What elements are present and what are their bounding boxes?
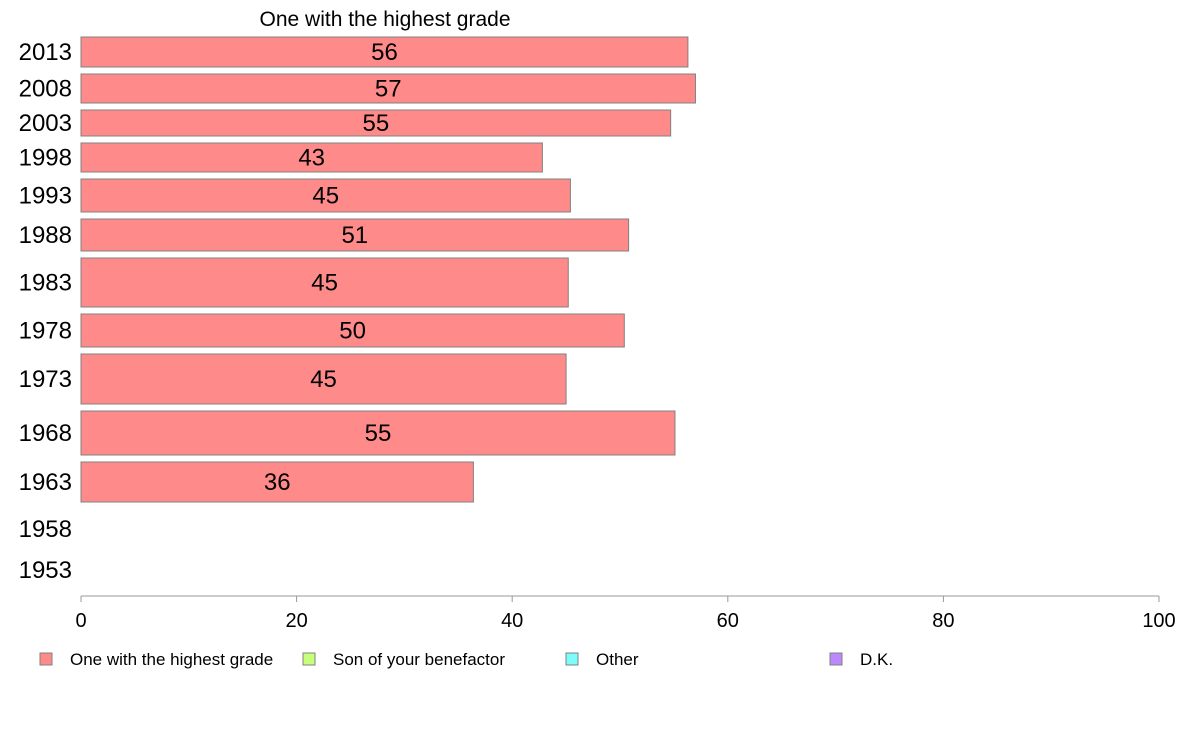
legend-label: D.K. xyxy=(860,650,893,669)
bar xyxy=(80,178,571,213)
x-tick-label: 40 xyxy=(501,610,523,632)
bar xyxy=(80,73,696,104)
bar xyxy=(80,410,676,456)
category-label: 1993 xyxy=(19,183,72,210)
legend-label: Son of your benefactor xyxy=(333,650,505,669)
chart-title: One with the highest grade xyxy=(260,8,511,31)
x-tick-label: 20 xyxy=(285,610,307,632)
category-label: 1983 xyxy=(19,270,72,297)
bar-value-label: 56 xyxy=(371,39,398,66)
category-label: 2003 xyxy=(19,110,72,137)
bar-value-label: 50 xyxy=(339,318,366,345)
bar-value-label: 36 xyxy=(264,469,291,496)
legend-label: One with the highest grade xyxy=(70,650,273,669)
category-label: 1953 xyxy=(19,557,72,584)
legend-label: Other xyxy=(596,650,639,669)
legend-swatch xyxy=(829,652,843,666)
bar-value-label: 45 xyxy=(312,183,339,210)
category-label: 2008 xyxy=(19,76,72,103)
x-tick-label: 0 xyxy=(75,610,86,632)
category-label: 1973 xyxy=(19,366,72,393)
x-tick-label: 80 xyxy=(932,610,954,632)
bar xyxy=(80,353,567,405)
category-label: 1998 xyxy=(19,145,72,172)
bar-value-label: 55 xyxy=(365,420,392,447)
bar xyxy=(80,257,569,308)
category-label: 1958 xyxy=(19,516,72,543)
bar-value-label: 45 xyxy=(310,366,337,393)
category-labels: 2013 2008 2003 1998 1993 1988 1983 1978 1973 1968… xyxy=(19,39,72,584)
legend-swatch xyxy=(565,652,579,666)
bar xyxy=(80,109,672,137)
legend: One with the highest grade Son of your be… xyxy=(39,650,893,669)
bar xyxy=(80,218,630,252)
bar xyxy=(80,142,543,173)
bar-value-label: 57 xyxy=(375,76,402,103)
category-label: 2013 xyxy=(19,39,72,66)
category-label: 1968 xyxy=(19,420,72,447)
x-tick-label: 60 xyxy=(717,610,739,632)
legend-swatch xyxy=(39,652,53,666)
category-label: 1963 xyxy=(19,469,72,496)
bar-value-label: 43 xyxy=(298,145,325,172)
legend-swatch xyxy=(302,652,316,666)
x-axis: 0 20 40 60 80 100 xyxy=(75,595,1176,632)
bar-value-label: 45 xyxy=(311,270,338,297)
category-label: 1978 xyxy=(19,318,72,345)
bar-value-label: 55 xyxy=(362,110,389,137)
bar xyxy=(80,36,689,68)
bar-value-label: 51 xyxy=(341,222,368,249)
bar xyxy=(80,461,474,503)
bar xyxy=(80,313,625,348)
x-tick-label: 100 xyxy=(1142,610,1175,632)
category-label: 1988 xyxy=(19,222,72,249)
